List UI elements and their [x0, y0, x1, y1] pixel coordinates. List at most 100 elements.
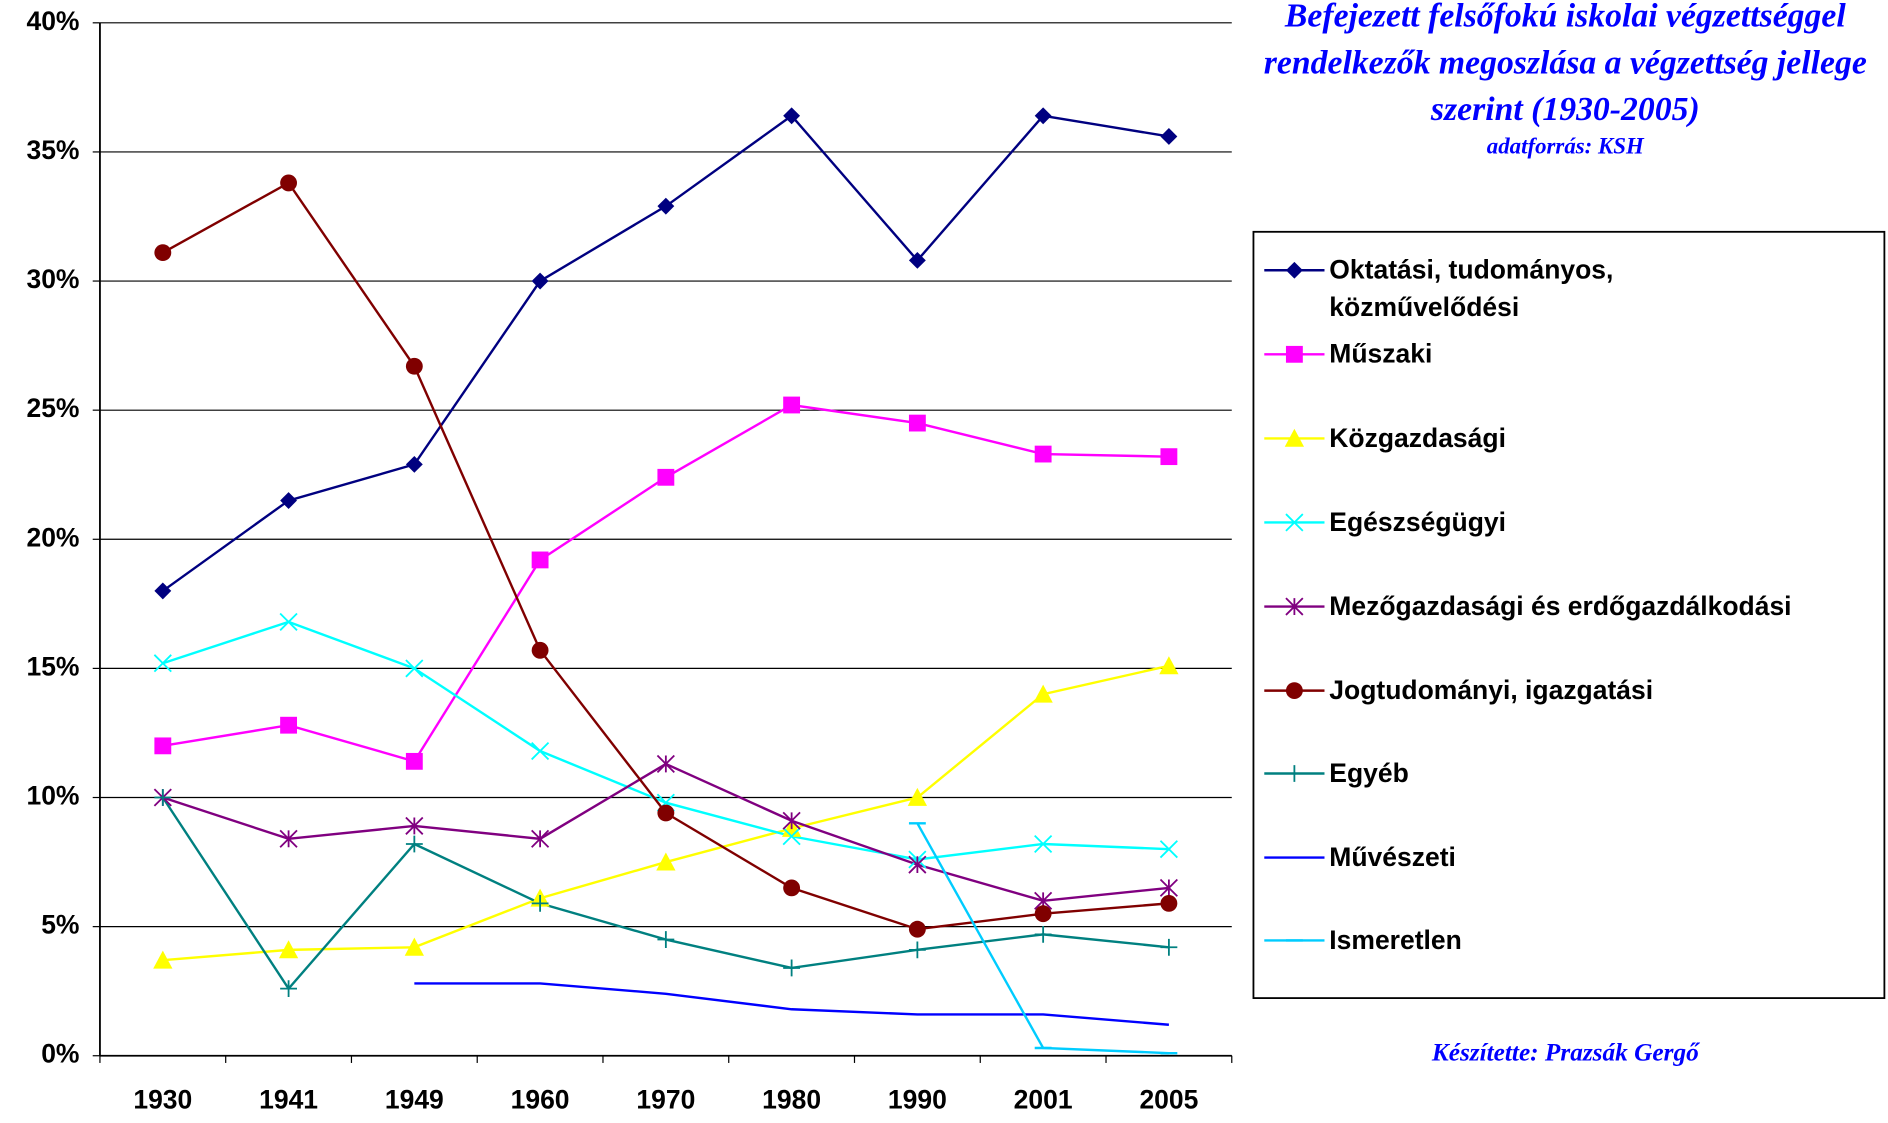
x-tick-label: 1960 [511, 1084, 570, 1114]
marker [908, 414, 926, 432]
marker-part [782, 827, 801, 846]
legend-item: Mezőgazdasági és erdőgazdálkodási [1329, 590, 1792, 621]
y-tick-label: 10% [26, 781, 79, 811]
marker-part [783, 959, 801, 977]
marker [1033, 684, 1053, 703]
marker [405, 752, 423, 770]
legend-label: Közgazdasági [1329, 422, 1506, 453]
marker [405, 659, 424, 678]
legend-item: Egyéb [1329, 757, 1409, 788]
marker-part [1285, 513, 1304, 532]
marker-part [405, 659, 424, 678]
marker [531, 894, 549, 912]
legend-label: Jogtudományi, igazgatási [1329, 675, 1654, 706]
marker [280, 716, 298, 734]
marker-part [908, 941, 926, 959]
marker-part [908, 855, 927, 874]
marker-part [154, 244, 172, 262]
x-tick-label: 1941 [259, 1084, 318, 1114]
marker [531, 551, 549, 569]
marker [657, 804, 675, 822]
marker-part [531, 894, 549, 912]
marker-part [783, 107, 801, 125]
marker-part [405, 455, 423, 473]
marker-part [1160, 448, 1178, 466]
marker [783, 959, 801, 977]
marker [279, 612, 298, 631]
y-tick-label: 0% [41, 1039, 79, 1069]
legend-item: Jogtudományi, igazgatási [1329, 675, 1654, 706]
marker [1034, 107, 1052, 125]
legend-label: Oktatási, tudományos, közművelődési [1329, 254, 1614, 322]
marker [782, 827, 801, 846]
marker-part [1034, 925, 1052, 943]
marker [1159, 840, 1178, 859]
marker-part [908, 920, 926, 938]
marker [783, 396, 801, 414]
marker-part [1160, 894, 1178, 912]
legend-item: Közgazdasági [1329, 422, 1506, 453]
marker [908, 251, 926, 269]
annotation: Készítette: Prazsák Gergő [1431, 1037, 1699, 1067]
marker [404, 937, 424, 956]
marker [531, 829, 550, 848]
marker [153, 950, 173, 969]
marker [278, 940, 299, 959]
marker-part [279, 612, 298, 631]
legend-marker [1285, 682, 1303, 700]
x-tick-label: 1990 [888, 1084, 947, 1114]
marker [405, 357, 423, 375]
legend-marker [1285, 765, 1303, 782]
marker [1160, 448, 1178, 466]
marker-part [405, 835, 423, 853]
marker [657, 468, 675, 486]
series-line [162, 114, 1170, 592]
title-box: Befejezett felsőfokú iskolai végzettségg… [1264, 0, 1867, 129]
y-tick-label: 35% [26, 135, 79, 165]
marker-part [657, 931, 675, 948]
marker [531, 741, 550, 761]
x-tick-label: 2001 [1014, 1084, 1073, 1114]
marker-part [657, 804, 675, 822]
marker-part [1159, 878, 1178, 897]
marker [656, 754, 675, 773]
chart-subtitle: adatforrás: KSH [1486, 134, 1644, 160]
marker-part [656, 852, 676, 871]
legend-label: Mezőgazdasági és erdőgazdálkodási [1329, 590, 1792, 621]
legend-label: Egyéb [1329, 757, 1409, 788]
marker [280, 174, 298, 192]
marker-part [1034, 445, 1052, 463]
marker-part [908, 414, 926, 432]
marker-part [405, 816, 424, 835]
legend-marker [1285, 345, 1303, 363]
series-line [162, 620, 1169, 861]
y-tick-label: 15% [26, 651, 79, 681]
marker [908, 855, 927, 874]
series-line [162, 762, 1170, 903]
marker [405, 816, 424, 835]
marker-part [531, 272, 549, 290]
y-tick-label: 25% [26, 393, 79, 423]
marker [154, 737, 172, 755]
marker [153, 654, 172, 673]
legend-item: Műszaki [1329, 339, 1432, 369]
marker [908, 941, 926, 959]
marker-part [1285, 345, 1303, 363]
marker [908, 920, 926, 938]
subtitle-box: adatforrás: KSH [1486, 134, 1644, 160]
marker [783, 107, 801, 125]
legend-item: Egészségügyi [1329, 507, 1506, 537]
marker-part [154, 789, 172, 806]
marker-part [531, 829, 550, 848]
y-tick-label: 40% [26, 6, 79, 36]
marker [531, 272, 549, 290]
y-tick-label: 30% [26, 264, 79, 294]
marker-part [908, 251, 926, 269]
marker-part [279, 829, 298, 848]
marker-part [405, 752, 423, 770]
marker-part [907, 787, 928, 806]
marker [154, 244, 172, 262]
marker [1034, 905, 1052, 923]
marker-part [531, 641, 549, 659]
